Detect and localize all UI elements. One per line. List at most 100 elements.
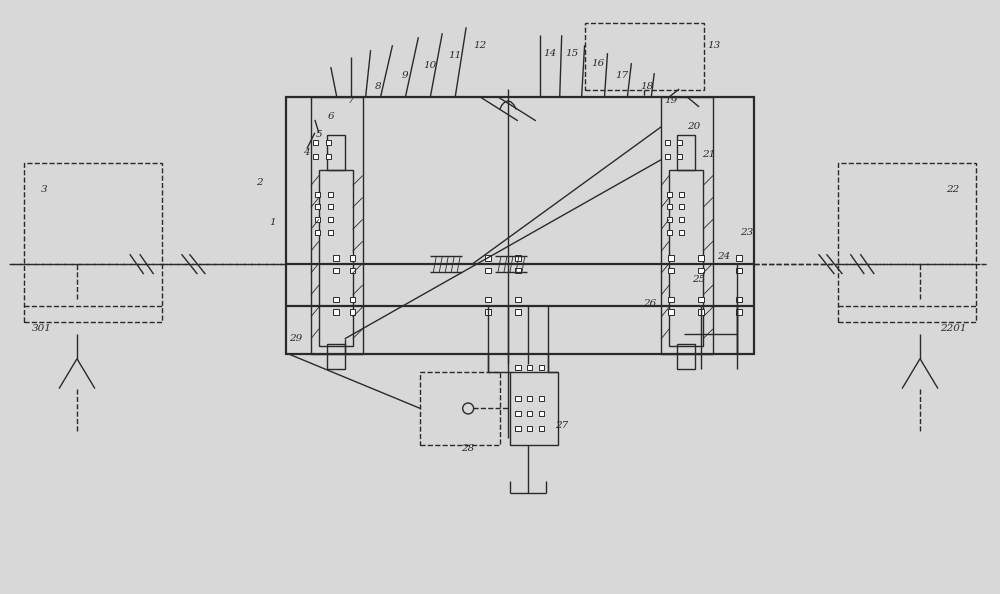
Bar <box>327 344 345 369</box>
Bar <box>315 204 320 209</box>
Bar <box>333 255 339 261</box>
Text: 26: 26 <box>643 299 656 308</box>
Bar <box>315 217 320 222</box>
Bar <box>677 140 682 145</box>
Text: 28: 28 <box>462 444 475 453</box>
Bar <box>515 268 521 273</box>
Bar <box>510 372 558 446</box>
Bar <box>527 396 532 401</box>
Text: 20: 20 <box>687 122 701 131</box>
Bar <box>539 396 544 401</box>
Bar <box>677 135 695 170</box>
Text: 13: 13 <box>707 40 721 50</box>
Text: 7: 7 <box>347 96 354 105</box>
Bar <box>24 163 162 322</box>
Bar <box>539 365 544 370</box>
Bar <box>485 297 491 302</box>
Text: 8: 8 <box>375 83 382 91</box>
Bar <box>669 170 703 346</box>
Text: 301: 301 <box>32 324 52 333</box>
Bar <box>350 297 355 302</box>
Bar <box>350 268 355 273</box>
Bar <box>328 230 333 235</box>
Bar <box>311 97 363 354</box>
Bar <box>667 192 672 197</box>
Text: 10: 10 <box>424 61 437 69</box>
Bar <box>515 426 521 431</box>
Bar <box>527 411 532 416</box>
Text: 1: 1 <box>270 218 276 227</box>
Text: 21: 21 <box>702 150 716 159</box>
Text: 25: 25 <box>692 274 706 283</box>
Bar <box>485 268 491 273</box>
Bar <box>661 97 713 354</box>
Bar <box>326 140 331 145</box>
Text: 11: 11 <box>449 50 462 59</box>
Text: 24: 24 <box>717 252 731 261</box>
Text: 2201: 2201 <box>940 324 966 333</box>
Bar <box>736 297 742 302</box>
Bar <box>319 170 353 346</box>
Text: 27: 27 <box>555 421 568 430</box>
Bar <box>667 204 672 209</box>
Bar <box>328 204 333 209</box>
Bar <box>665 154 670 159</box>
Bar <box>327 135 345 170</box>
Text: 12: 12 <box>473 40 487 50</box>
Bar <box>527 365 532 370</box>
Bar <box>515 365 521 370</box>
Bar <box>515 309 521 315</box>
Bar <box>485 309 491 315</box>
Bar <box>667 217 672 222</box>
Text: 19: 19 <box>665 96 678 105</box>
Text: 16: 16 <box>591 59 604 68</box>
Bar <box>539 411 544 416</box>
Bar <box>315 230 320 235</box>
Bar <box>736 309 742 315</box>
Bar <box>328 192 333 197</box>
Bar <box>326 154 331 159</box>
Text: 22: 22 <box>946 185 959 194</box>
Bar <box>679 230 684 235</box>
Bar <box>313 140 318 145</box>
Bar <box>677 154 682 159</box>
Bar <box>286 97 754 354</box>
Text: 3: 3 <box>41 185 47 194</box>
Bar <box>665 140 670 145</box>
Text: 29: 29 <box>289 334 303 343</box>
Bar <box>515 297 521 302</box>
Bar <box>838 163 976 322</box>
Text: 9: 9 <box>402 71 409 80</box>
Bar <box>668 255 674 261</box>
Bar <box>350 309 355 315</box>
Bar <box>515 411 521 416</box>
Bar <box>515 255 521 261</box>
Bar <box>333 309 339 315</box>
Bar <box>333 268 339 273</box>
Bar <box>698 268 704 273</box>
Bar <box>698 255 704 261</box>
Bar <box>667 230 672 235</box>
Text: 15: 15 <box>565 49 578 58</box>
Bar <box>668 268 674 273</box>
Bar <box>515 396 521 401</box>
Bar <box>679 204 684 209</box>
Bar <box>539 426 544 431</box>
Bar <box>420 372 500 446</box>
Bar <box>668 297 674 302</box>
Bar <box>736 268 742 273</box>
Text: 18: 18 <box>641 83 654 91</box>
Bar <box>328 217 333 222</box>
Bar <box>350 255 355 261</box>
Text: 2: 2 <box>256 178 262 187</box>
Text: 6: 6 <box>327 112 334 121</box>
Text: 23: 23 <box>740 228 753 237</box>
Bar <box>315 192 320 197</box>
Text: 14: 14 <box>543 49 556 58</box>
Bar <box>698 309 704 315</box>
Bar <box>485 255 491 261</box>
Bar <box>585 23 704 90</box>
Bar <box>333 297 339 302</box>
Bar <box>668 309 674 315</box>
Text: 17: 17 <box>615 71 628 80</box>
